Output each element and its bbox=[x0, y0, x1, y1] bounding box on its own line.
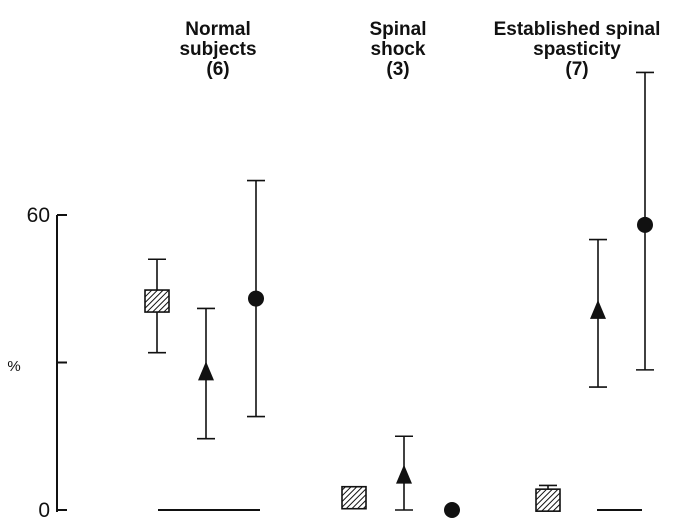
group-title-line: subjects bbox=[179, 39, 256, 60]
y-axis-unit-label: % bbox=[7, 358, 20, 375]
circle-marker bbox=[248, 290, 264, 307]
group-title-line: spasticity bbox=[533, 39, 621, 60]
circle-marker bbox=[444, 502, 460, 518]
group-title-line: (7) bbox=[565, 59, 588, 80]
group-title-line: shock bbox=[371, 39, 426, 60]
group-title-line: (3) bbox=[386, 59, 409, 80]
group-1-marks bbox=[341, 435, 460, 518]
group-title-line: Normal bbox=[185, 19, 250, 40]
hatched-square-marker bbox=[535, 488, 561, 512]
circle-marker bbox=[637, 216, 653, 233]
triangle-marker bbox=[198, 361, 214, 381]
hatched-square-marker bbox=[341, 485, 367, 510]
hatched-square-marker bbox=[144, 289, 170, 313]
y-tick-label: 0 bbox=[38, 499, 50, 520]
group-title-line: Established spinal bbox=[494, 19, 661, 40]
y-axis: 60 0% bbox=[7, 204, 67, 520]
group-2-marks bbox=[535, 71, 654, 512]
group-title-line: Spinal bbox=[369, 19, 426, 40]
triangle-marker bbox=[396, 464, 412, 484]
group-title-line: (6) bbox=[206, 59, 229, 80]
data-marks bbox=[144, 71, 654, 518]
triangle-marker bbox=[590, 299, 606, 319]
group-0-marks bbox=[144, 179, 265, 511]
y-tick-label: 60 bbox=[27, 204, 50, 227]
